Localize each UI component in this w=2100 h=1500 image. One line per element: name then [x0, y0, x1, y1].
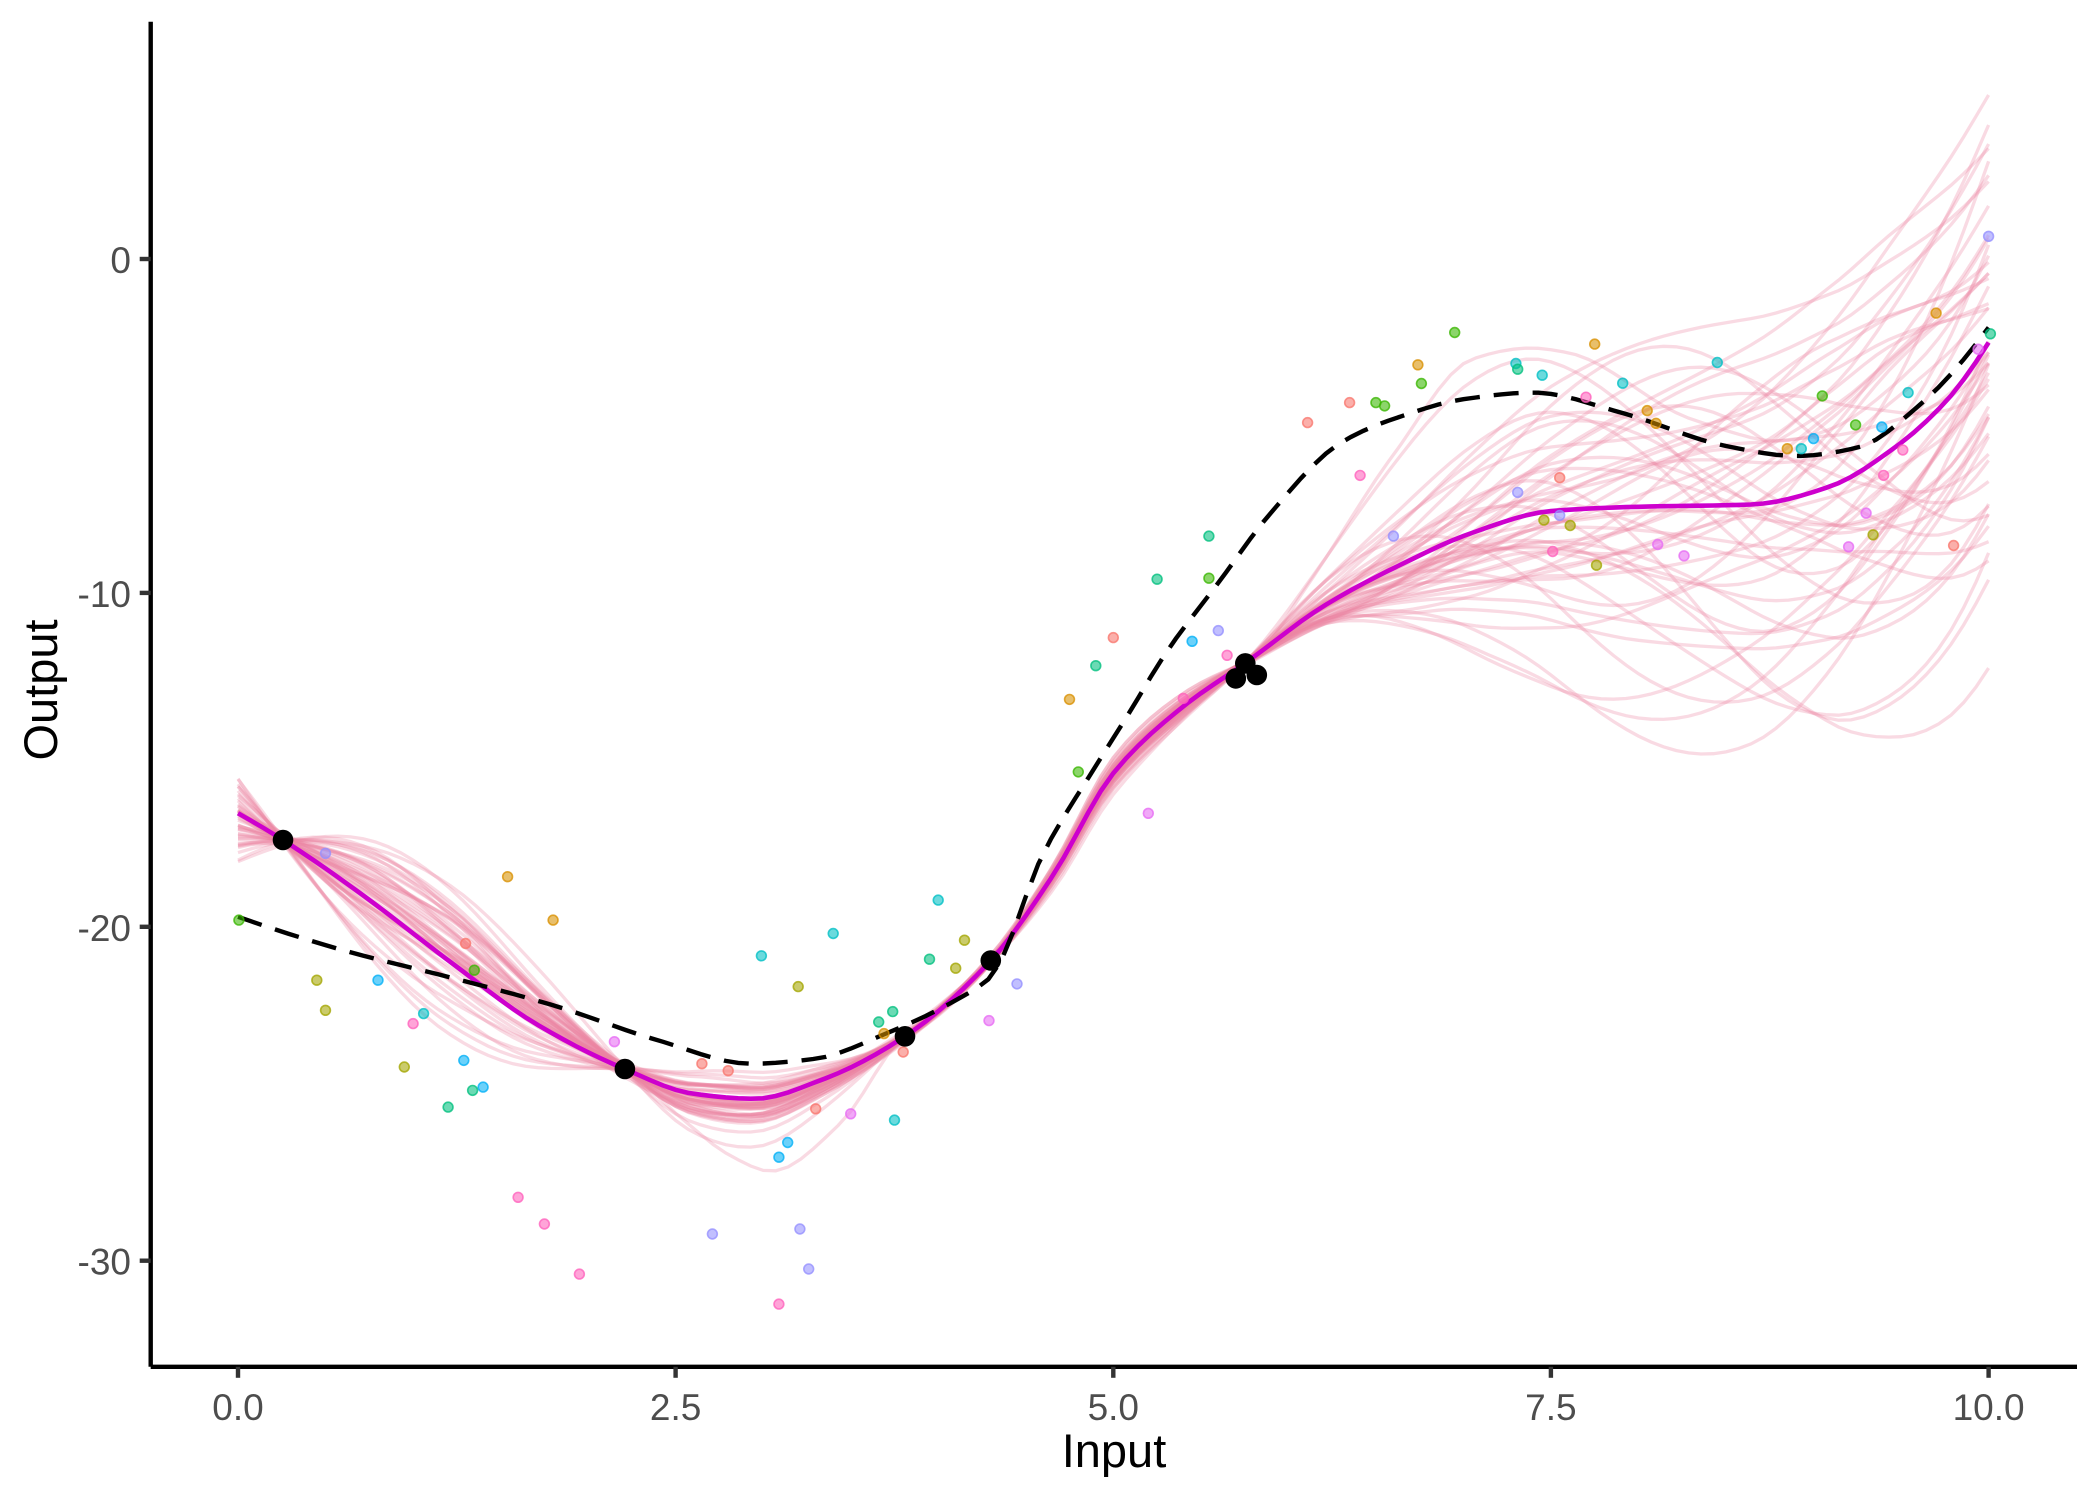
svg-text:Output: Output: [14, 619, 67, 760]
svg-text:0: 0: [110, 240, 131, 281]
svg-text:Input: Input: [1062, 1424, 1167, 1477]
svg-text:5.0: 5.0: [1088, 1387, 1139, 1428]
svg-text:10.0: 10.0: [1953, 1387, 2025, 1428]
svg-text:2.5: 2.5: [650, 1387, 701, 1428]
svg-text:0.0: 0.0: [212, 1387, 263, 1428]
svg-text:7.5: 7.5: [1525, 1387, 1576, 1428]
svg-text:-10: -10: [78, 574, 131, 615]
svg-text:-20: -20: [78, 908, 131, 949]
svg-text:-30: -30: [78, 1242, 131, 1283]
